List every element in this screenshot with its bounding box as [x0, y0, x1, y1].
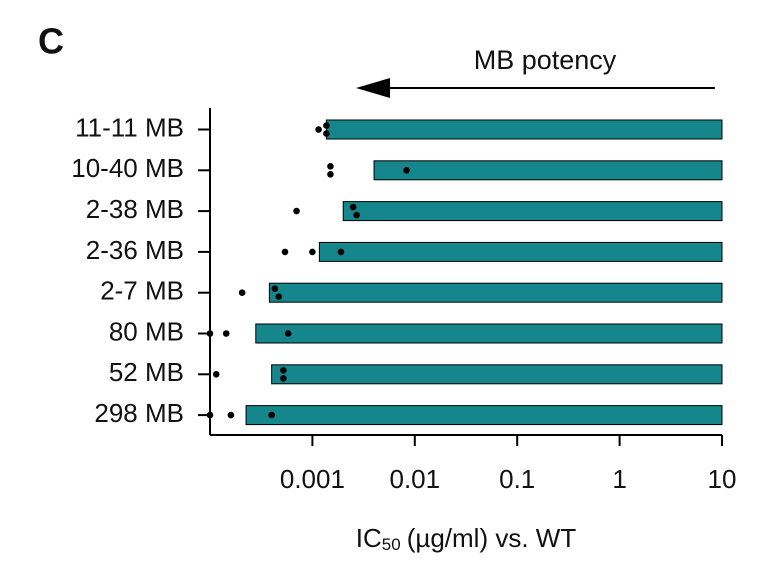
data-point: [271, 285, 279, 293]
data-point: [323, 122, 330, 129]
data-point: [323, 130, 330, 137]
data-point: [275, 293, 283, 301]
bar: [325, 119, 723, 140]
bar: [373, 160, 723, 181]
x-tick-label: 0.01: [389, 464, 440, 494]
bar: [255, 323, 723, 344]
y-tick-label: 2-36 MB: [86, 235, 184, 265]
data-point: [327, 171, 334, 178]
bar: [271, 364, 723, 385]
data-point: [268, 411, 275, 419]
x-label-rest: (µg/ml) vs. WT: [407, 523, 577, 553]
x-axis-label: IC50 (µg/ml) vs. WT: [356, 523, 577, 555]
data-point: [281, 248, 289, 256]
x-tick-label: 0.1: [499, 464, 535, 494]
data-point: [353, 211, 360, 219]
data-point: [238, 289, 246, 297]
y-tick-label: 11-11 MB: [75, 112, 184, 142]
y-tick-label: 2-7 MB: [100, 276, 184, 306]
y-tick-label: 80 MB: [109, 316, 184, 346]
data-point: [309, 248, 316, 256]
bar: [268, 282, 723, 303]
data-point: [403, 167, 410, 174]
data-point: [227, 411, 235, 419]
bar: [245, 405, 723, 426]
y-tick-label: 298 MB: [94, 398, 184, 428]
data-point: [349, 203, 357, 211]
data-point: [315, 126, 322, 133]
panel-label: C: [38, 21, 64, 62]
x-tick-label: 0.001: [280, 464, 345, 494]
annotation: MB potency: [474, 45, 617, 75]
data-point: [337, 248, 345, 256]
data-point: [222, 330, 230, 337]
data-point: [280, 367, 287, 374]
x-tick-label: 10: [708, 464, 737, 494]
data-point: [327, 163, 334, 170]
bar: [342, 201, 723, 222]
x-label-main: IC: [356, 523, 382, 553]
data-point: [206, 330, 214, 337]
x-tick-label: 1: [612, 464, 626, 494]
data-point: [293, 207, 300, 215]
arrow-head: [356, 78, 390, 98]
data-point: [206, 411, 214, 419]
y-tick-label: 2-38 MB: [86, 194, 184, 224]
bar: [318, 241, 723, 262]
data-point: [212, 371, 220, 378]
x-label-sub: 50: [382, 535, 401, 554]
data-point: [280, 375, 287, 382]
y-tick-label: 10-40 MB: [71, 153, 184, 183]
data-point: [284, 330, 292, 337]
y-tick-label: 52 MB: [109, 357, 184, 387]
